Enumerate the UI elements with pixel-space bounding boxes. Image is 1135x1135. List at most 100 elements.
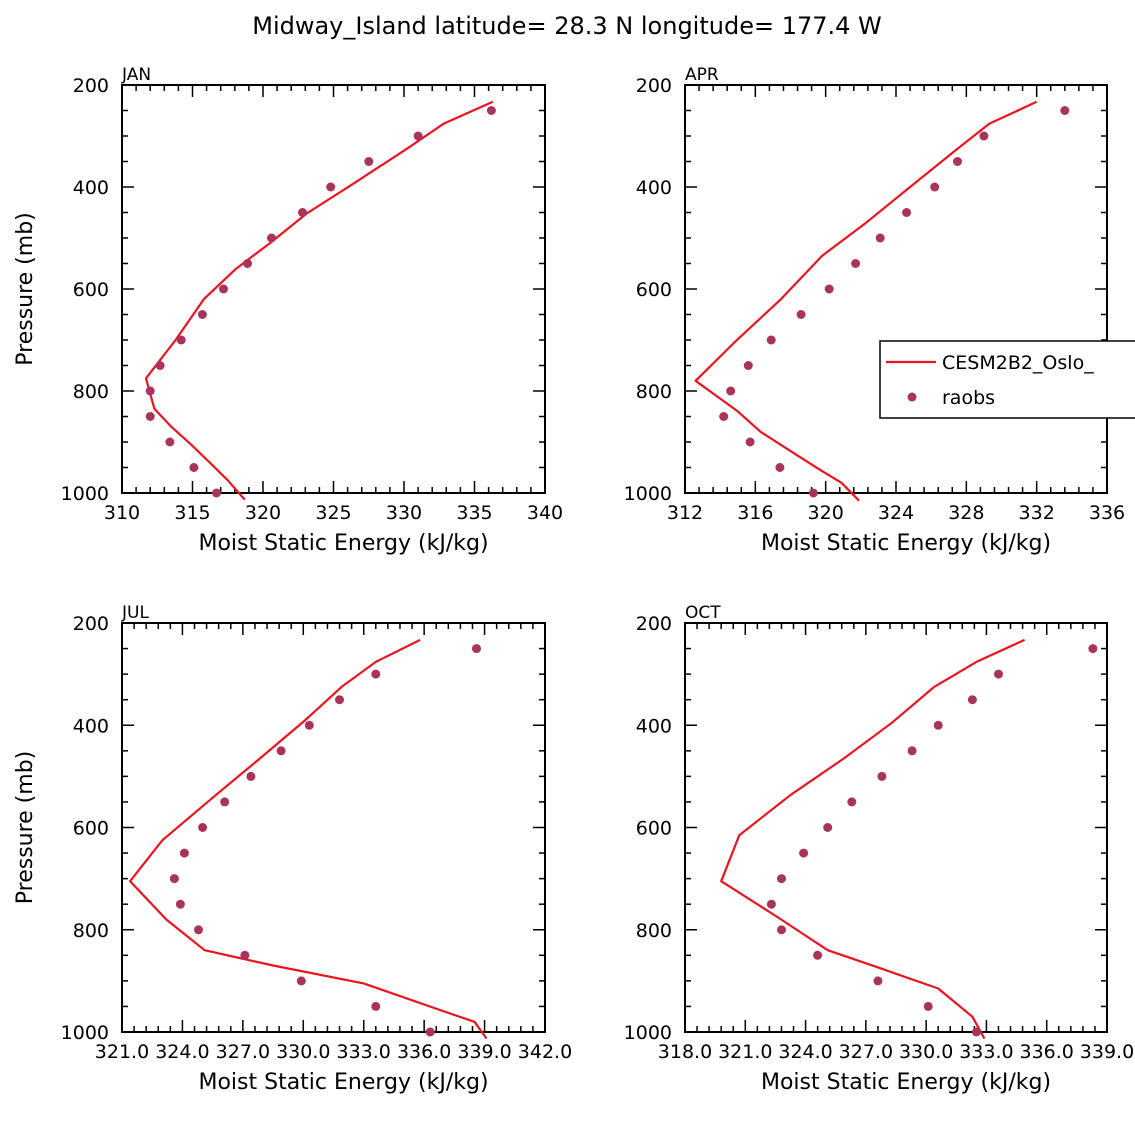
panel-jan-obs-point — [145, 386, 155, 396]
panel-oct-xtick-label: 321.0 — [718, 1041, 772, 1063]
panel-oct-obs-point — [967, 695, 977, 705]
panel-jul-obs-point — [240, 950, 250, 960]
panel-apr-obs-point — [775, 463, 785, 472]
panel-apr-obs-point — [745, 437, 755, 447]
panel-jan-ytick-label: 600 — [73, 279, 109, 301]
legend-obs-label: raobs — [942, 387, 995, 409]
panel-jul-obs-point — [194, 925, 203, 935]
panel-oct-xtick-label: 339.0 — [1080, 1041, 1134, 1063]
panel-oct-obs-point — [933, 720, 943, 730]
panel-jan-obs-point — [243, 259, 252, 268]
panel-oct-xtick-label: 324.0 — [778, 1041, 832, 1063]
panel-jan-obs-point — [155, 361, 165, 370]
panel-oct-ytick-label: 200 — [636, 613, 672, 635]
panel-apr-ytick-label: 800 — [636, 381, 672, 403]
panel-jul-ytick-label: 1000 — [61, 1022, 109, 1044]
legend-obs-swatch — [907, 392, 917, 402]
panel-jul-obs-point — [371, 1001, 381, 1011]
panel-apr-xtick-label: 332 — [1019, 502, 1055, 524]
panel-jul-xtick-label: 333.0 — [337, 1041, 391, 1063]
panel-apr-obs-point — [824, 284, 834, 294]
panel-jan-obs-point — [197, 310, 207, 319]
panel-jan-xtick-label: 320 — [245, 502, 281, 524]
panel-jul-obs-point — [425, 1027, 435, 1037]
panel-jul-obs-point — [276, 746, 286, 756]
panel-oct-ytick-label: 800 — [636, 920, 672, 942]
panel-jul-xtick-label: 339.0 — [457, 1041, 511, 1063]
panel-apr-obs-point — [953, 157, 962, 166]
panel-oct-ytick-label: 1000 — [624, 1022, 672, 1044]
panel-jul-obs-point — [304, 720, 314, 730]
panel-oct-obs-point — [1088, 644, 1098, 654]
panel-jul-xtick-label: 324.0 — [155, 1041, 209, 1063]
panel-oct-obs-point — [823, 823, 833, 832]
panel-jan-obs-point — [145, 412, 155, 421]
panel-apr-xlabel: Moist Static Energy (kJ/kg) — [761, 531, 1051, 556]
panel-apr-obs-point — [808, 488, 818, 498]
panel-apr-obs-point — [726, 386, 736, 396]
panel-oct-obs-point — [799, 848, 809, 858]
panel-oct-obs-point — [994, 669, 1003, 679]
panel-apr-xtick-label: 316 — [737, 502, 773, 524]
panel-jul-obs-point — [246, 771, 256, 781]
panel-oct-obs-point — [813, 950, 823, 960]
panel-apr-xtick-label: 336 — [1089, 502, 1125, 524]
panel-jul-obs-point — [296, 976, 306, 986]
panel-apr-xtick-label: 328 — [948, 502, 984, 524]
panel-jul-ytick-label: 400 — [73, 715, 109, 737]
panel-oct-obs-point — [777, 925, 786, 935]
panel-jul-obs-point — [472, 644, 481, 654]
panel-jul-xtick-label: 321.0 — [95, 1041, 149, 1063]
panel-jul-xtick-label: 330.0 — [276, 1041, 330, 1063]
panel-jan-label: JAN — [121, 65, 151, 85]
panel-jan-ytick-label: 800 — [73, 381, 109, 403]
panel-jul-xtick-label: 336.0 — [397, 1041, 451, 1063]
panel-jul-ytick-label: 600 — [73, 818, 109, 840]
panel-jan-ytick-label: 1000 — [61, 483, 109, 505]
panel-jul-ytick-label: 800 — [73, 920, 109, 942]
panel-oct-obs-point — [766, 899, 776, 909]
panel-apr-obs-point — [719, 412, 729, 421]
panel-jul-frame — [121, 622, 546, 1033]
panel-oct-xtick-label: 327.0 — [839, 1041, 893, 1063]
panel-oct-obs-point — [907, 746, 917, 756]
panel-apr-obs-point — [851, 259, 861, 268]
panel-jul-obs-point — [371, 669, 381, 679]
panel-apr-obs-point — [743, 361, 753, 370]
panel-jul-ytick-label: 200 — [73, 613, 109, 635]
panel-oct-model-line — [720, 638, 1026, 1040]
panel-jul-xlabel: Moist Static Energy (kJ/kg) — [198, 1070, 488, 1095]
panel-jan-obs-point — [219, 284, 228, 294]
panel-apr-obs-point — [796, 310, 806, 319]
panel-oct-ytick-label: 600 — [636, 818, 672, 840]
panel-jul-xtick-label: 342.0 — [518, 1041, 572, 1063]
panel-jul-xtick-label: 327.0 — [216, 1041, 270, 1063]
panel-jan-ylabel: Pressure (mb) — [13, 212, 38, 366]
panel-jan-ytick-label: 400 — [73, 177, 109, 199]
legend-box — [879, 340, 1135, 419]
panel-jul-obs-point — [175, 899, 185, 909]
panel-oct-xtick-label: 330.0 — [899, 1041, 953, 1063]
panel-jan-obs-point — [212, 488, 221, 498]
panel-jan-obs-point — [486, 106, 496, 115]
panel-jul-obs-point — [220, 797, 230, 807]
panel-apr-obs-point — [875, 233, 885, 243]
legend-model-label: CESM2B2_Oslo_ — [942, 352, 1094, 374]
panel-apr-obs-point — [766, 335, 776, 345]
panel-apr-obs-point — [979, 131, 989, 141]
panel-oct-obs-point — [847, 797, 857, 807]
panel-jan-obs-point — [189, 463, 199, 472]
panel-oct-label: OCT — [685, 603, 721, 623]
legend: CESM2B2_Oslo_raobs — [879, 340, 1135, 419]
panel-apr-ytick-label: 1000 — [624, 483, 672, 505]
panel-oct-obs-point — [971, 1027, 981, 1037]
panel-jan-obs-point — [298, 208, 307, 217]
panel-jan-obs-point — [176, 335, 186, 345]
panel-apr-ytick-label: 400 — [636, 177, 672, 199]
panel-jan-obs-point — [413, 131, 423, 141]
panel-apr-obs-point — [1060, 106, 1070, 115]
panel-oct-obs-point — [777, 874, 786, 884]
panel-jul-model-line — [129, 638, 488, 1040]
